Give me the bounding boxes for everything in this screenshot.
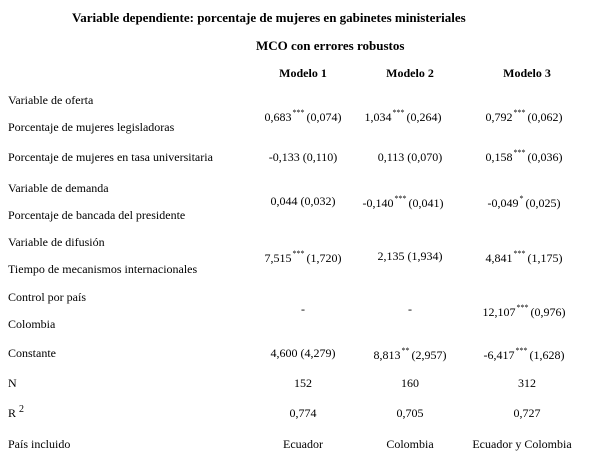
significance-stars: *** bbox=[392, 108, 405, 117]
r-label: R bbox=[8, 406, 17, 420]
cell-r2-m3: 0,727 bbox=[513, 406, 541, 420]
significance-stars: *** bbox=[513, 108, 526, 117]
row-group-label-demanda: Variable de demanda bbox=[8, 181, 109, 195]
row-label-mujeres-legisladoras: Porcentaje de mujeres legisladoras bbox=[8, 120, 175, 134]
std-error: (1,934) bbox=[407, 249, 443, 263]
significance-stars: ** bbox=[401, 346, 410, 355]
coef: 0,792 bbox=[485, 110, 513, 124]
std-error: (0,041) bbox=[408, 196, 444, 210]
row-group-label-control-pais: Control por país bbox=[8, 290, 86, 304]
std-error: (0,032) bbox=[300, 194, 336, 208]
cell-r2-m2: 0,705 bbox=[396, 406, 424, 420]
cell-r2-m1: 0,774 bbox=[289, 406, 317, 420]
table-title: Variable dependiente: porcentaje de muje… bbox=[72, 10, 466, 25]
significance-stars: *** bbox=[513, 148, 526, 157]
table-subtitle: MCO con errores robustos bbox=[256, 38, 405, 53]
significance-stars: *** bbox=[394, 194, 407, 203]
cell-incluido-m3: Ecuador y Colombia bbox=[472, 437, 572, 451]
cell-difusion-m2: 2,135 (1,934) bbox=[350, 249, 470, 263]
row-label-colombia: Colombia bbox=[8, 317, 56, 331]
cell-n-m2: 160 bbox=[401, 376, 419, 390]
significance-stars: * bbox=[519, 194, 524, 203]
std-error: (0,025) bbox=[525, 196, 561, 210]
cell-pais-m3: 12,107*** (0,976) bbox=[464, 303, 584, 321]
std-error: (0,074) bbox=[306, 110, 342, 124]
significance-stars: *** bbox=[516, 303, 529, 312]
cell-n-m3: 312 bbox=[518, 376, 536, 390]
significance-stars: *** bbox=[513, 249, 526, 258]
cell-n-m1: 152 bbox=[294, 376, 312, 390]
row-group-label-oferta: Variable de oferta bbox=[8, 93, 94, 107]
cell-demanda-m1: 0,044 (0,032) bbox=[243, 194, 363, 208]
cell-demanda-m3: -0,049* (0,025) bbox=[464, 194, 584, 212]
coef: 0,044 bbox=[270, 194, 298, 208]
row-label-constante: Constante bbox=[8, 346, 56, 360]
row-label-pais-incluido: País incluido bbox=[8, 437, 71, 451]
cell-difusion-m1: 7,515*** (1,720) bbox=[243, 249, 363, 267]
std-error: (0,264) bbox=[406, 110, 442, 124]
coef: 0,113 bbox=[377, 150, 405, 164]
cell-constante-m1: 4,600 (4,279) bbox=[243, 346, 363, 360]
cell-demanda-m2: -0,140*** (0,041) bbox=[343, 194, 463, 212]
row-label-tasa-universitaria: Porcentaje de mujeres en tasa universita… bbox=[8, 150, 213, 164]
row-label-n: N bbox=[8, 376, 17, 390]
cell-difusion-m3: 4,841*** (1,175) bbox=[464, 249, 584, 267]
cell-universitaria-m1: -0,133 (0,110) bbox=[243, 150, 363, 164]
coef: 4,600 bbox=[270, 346, 298, 360]
std-error: (1,720) bbox=[306, 251, 342, 265]
std-error: (0,070) bbox=[407, 150, 443, 164]
r-label-superscript: 2 bbox=[19, 404, 25, 415]
significance-stars: *** bbox=[515, 346, 528, 355]
std-error: (1,175) bbox=[527, 251, 563, 265]
coef: 0,683 bbox=[264, 110, 292, 124]
coef: 0,158 bbox=[485, 150, 513, 164]
coef: -0,133 bbox=[268, 150, 300, 164]
cell-incluido-m1: Ecuador bbox=[283, 437, 323, 451]
std-error: (0,036) bbox=[527, 150, 563, 164]
coef: -0,140 bbox=[362, 196, 394, 210]
coef: 1,034 bbox=[364, 110, 392, 124]
column-header-modelo-1: Modelo 1 bbox=[279, 66, 327, 80]
coef: 8,813 bbox=[373, 348, 401, 362]
cell-universitaria-m2: 0,113 (0,070) bbox=[350, 150, 470, 164]
coef: -6,417 bbox=[483, 348, 515, 362]
significance-stars: *** bbox=[292, 249, 305, 258]
row-label-bancada-presidente: Porcentaje de bancada del presidente bbox=[8, 208, 186, 222]
std-error: (0,110) bbox=[302, 150, 338, 164]
cell-oferta-m1: 0,683*** (0,074) bbox=[243, 108, 363, 126]
coef: 7,515 bbox=[264, 251, 292, 265]
std-error: (0,976) bbox=[530, 305, 566, 319]
cell-constante-m2: 8,813** (2,957) bbox=[350, 346, 470, 364]
std-error: (2,957) bbox=[411, 348, 447, 362]
cell-oferta-m3: 0,792*** (0,062) bbox=[464, 108, 584, 126]
coef: 4,841 bbox=[485, 251, 513, 265]
significance-stars: *** bbox=[292, 108, 305, 117]
cell-pais-m1: - bbox=[301, 302, 305, 316]
row-label-mecanismos-internacionales: Tiempo de mecanismos internacionales bbox=[8, 262, 198, 276]
cell-pais-m2: - bbox=[408, 302, 412, 316]
cell-constante-m3: -6,417*** (1,628) bbox=[464, 346, 584, 364]
cell-incluido-m2: Colombia bbox=[386, 437, 434, 451]
cell-universitaria-m3: 0,158*** (0,036) bbox=[464, 148, 584, 166]
coef: 12,107 bbox=[482, 305, 516, 319]
std-error: (0,062) bbox=[527, 110, 563, 124]
std-error: (4,279) bbox=[300, 346, 336, 360]
coef: 2,135 bbox=[377, 249, 405, 263]
row-group-label-difusion: Variable de difusión bbox=[8, 235, 105, 249]
column-header-modelo-3: Modelo 3 bbox=[503, 66, 551, 80]
cell-oferta-m2: 1,034*** (0,264) bbox=[343, 108, 463, 126]
column-header-modelo-2: Modelo 2 bbox=[386, 66, 434, 80]
std-error: (1,628) bbox=[529, 348, 565, 362]
coef: -0,049 bbox=[487, 196, 519, 210]
